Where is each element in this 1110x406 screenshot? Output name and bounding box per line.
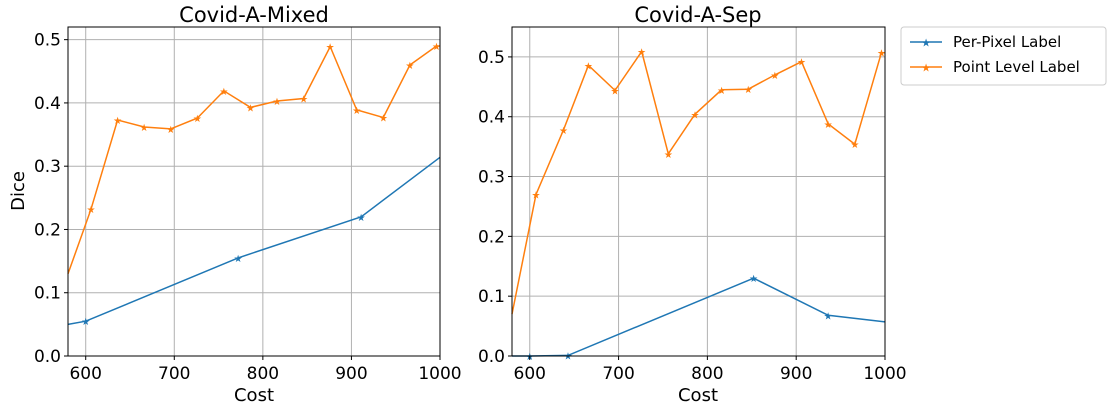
series-line-per-pixel-label xyxy=(67,156,441,326)
data-point-per-pixel-label: ★ xyxy=(824,311,833,322)
data-point-point-level-label: ★ xyxy=(405,61,414,72)
data-point-point-level-label: ★ xyxy=(797,58,806,69)
data-point-per-pixel-label: ★ xyxy=(563,351,572,362)
tick-labels: 600 700 800 900 1000 0.0 0.1 0.2 0.3 0.4 0.5 xyxy=(34,31,462,384)
legend-box xyxy=(900,26,1107,86)
x-tick-label: 600 xyxy=(69,364,101,384)
y-tick-label: 0.2 xyxy=(478,227,505,247)
y-axis-label: Dice xyxy=(8,171,29,211)
data-point-point-level-label: ★ xyxy=(326,43,335,54)
y-tick-label: 0.1 xyxy=(34,284,61,304)
x-axis-label: Cost xyxy=(234,385,274,406)
data-point-point-level-label: ★ xyxy=(87,205,96,216)
plot-covid-a-sep: Covid-A-Sep ★ ★★★★★★★★★★★ ★★★★★★ 600 700 800… xyxy=(478,3,907,406)
x-tick-label: 1000 xyxy=(418,364,461,384)
y-tick-label: 0.4 xyxy=(478,108,505,128)
data-point-per-pixel-label: ★ xyxy=(81,317,90,328)
legend-label-per-pixel: Per-Pixel Label xyxy=(953,33,1061,51)
x-tick-label: 700 xyxy=(602,364,634,384)
x-tick-label: 900 xyxy=(780,364,812,384)
data-point-per-pixel-label: ★ xyxy=(357,213,366,224)
data-point-point-level-label: ★ xyxy=(432,42,441,53)
data-point-point-level-label: ★ xyxy=(690,110,699,121)
series-layer: ★ ★ ★ ★ ★ ★ ★ ★ ★ ★ ★ ★ ★ ★ ★ ★ ★ xyxy=(67,42,441,328)
x-tick-label: 900 xyxy=(335,364,367,384)
legend-marker-point-level: ★ xyxy=(921,62,931,75)
data-point-point-level-label: ★ xyxy=(246,103,255,114)
plot-title: Covid-A-Mixed xyxy=(179,3,329,27)
series-line-point-level-label xyxy=(67,44,440,275)
plot-covid-a-mixed: Covid-A-Mixed ★ ★ ★ ★ ★ ★ ★ ★ ★ ★ ★ ★ ★ ★ ★ ★ ★ 600 700 80… xyxy=(8,3,462,406)
data-point-point-level-label: ★ xyxy=(113,116,122,127)
data-point-point-level-label: ★ xyxy=(850,140,859,151)
series-layer: ★ ★★★★★★★★★★★ ★★★★★★ xyxy=(511,48,886,363)
data-point-point-level-label: ★ xyxy=(770,71,779,82)
data-point-point-level-label: ★ xyxy=(637,48,646,59)
tick-labels: 600 700 800 900 1000 0.0 0.1 0.2 0.3 0.4 0.5 xyxy=(478,48,907,384)
data-point-point-level-label: ★ xyxy=(352,106,361,117)
data-point-point-level-label: ★ xyxy=(531,190,540,201)
data-point-point-level-label: ★ xyxy=(877,49,886,60)
data-point-point-level-label: ★ xyxy=(166,125,175,136)
plot-frame xyxy=(511,26,886,357)
x-tick-label: 600 xyxy=(514,364,546,384)
y-tick-label: 0.5 xyxy=(34,31,61,51)
data-point-point-level-label: ★ xyxy=(273,97,282,108)
data-point-point-level-label: ★ xyxy=(611,86,620,97)
plot-title: Covid-A-Sep xyxy=(634,3,761,27)
data-point-point-level-label: ★ xyxy=(193,114,202,125)
data-point-point-level-label: ★ xyxy=(379,113,388,124)
plot-frame xyxy=(67,26,441,357)
y-tick-label: 0.4 xyxy=(34,94,61,114)
x-tick-label: 1000 xyxy=(863,364,906,384)
y-tick-label: 0.1 xyxy=(478,287,505,307)
grid-lines xyxy=(68,27,441,357)
data-point-point-level-label: ★ xyxy=(744,85,753,96)
y-tick-label: 0.0 xyxy=(34,347,61,367)
x-axis-label: Cost xyxy=(678,385,718,406)
x-tick-label: 800 xyxy=(691,364,723,384)
y-tick-label: 0.5 xyxy=(478,48,505,68)
data-point-point-level-label: ★ xyxy=(140,123,149,134)
legend: ★ Per-Pixel Label ★ Point Level Label xyxy=(900,26,1107,86)
data-point-point-level-label: ★ xyxy=(584,61,593,72)
x-tick-label: 800 xyxy=(247,364,279,384)
y-tick-label: 0.0 xyxy=(478,347,505,367)
y-tick-label: 0.3 xyxy=(478,168,505,188)
data-point-point-level-label: ★ xyxy=(717,86,726,97)
data-point-point-level-label: ★ xyxy=(219,87,228,98)
y-tick-label: 0.3 xyxy=(34,157,61,177)
data-point-point-level-label: ★ xyxy=(824,120,833,131)
series-line-point-level-label xyxy=(511,49,885,315)
x-tick-label: 700 xyxy=(158,364,190,384)
legend-label-point-level: Point Level Label xyxy=(953,58,1080,76)
y-tick-label: 0.2 xyxy=(34,220,61,240)
data-point-per-pixel-label: ★ xyxy=(234,254,243,265)
data-point-point-level-label: ★ xyxy=(299,94,308,105)
grid-lines xyxy=(512,27,886,357)
data-point-per-pixel-label: ★ xyxy=(749,274,758,285)
legend-marker-per-pixel: ★ xyxy=(921,37,931,50)
data-point-point-level-label: ★ xyxy=(664,150,673,161)
data-point-point-level-label: ★ xyxy=(559,126,568,137)
